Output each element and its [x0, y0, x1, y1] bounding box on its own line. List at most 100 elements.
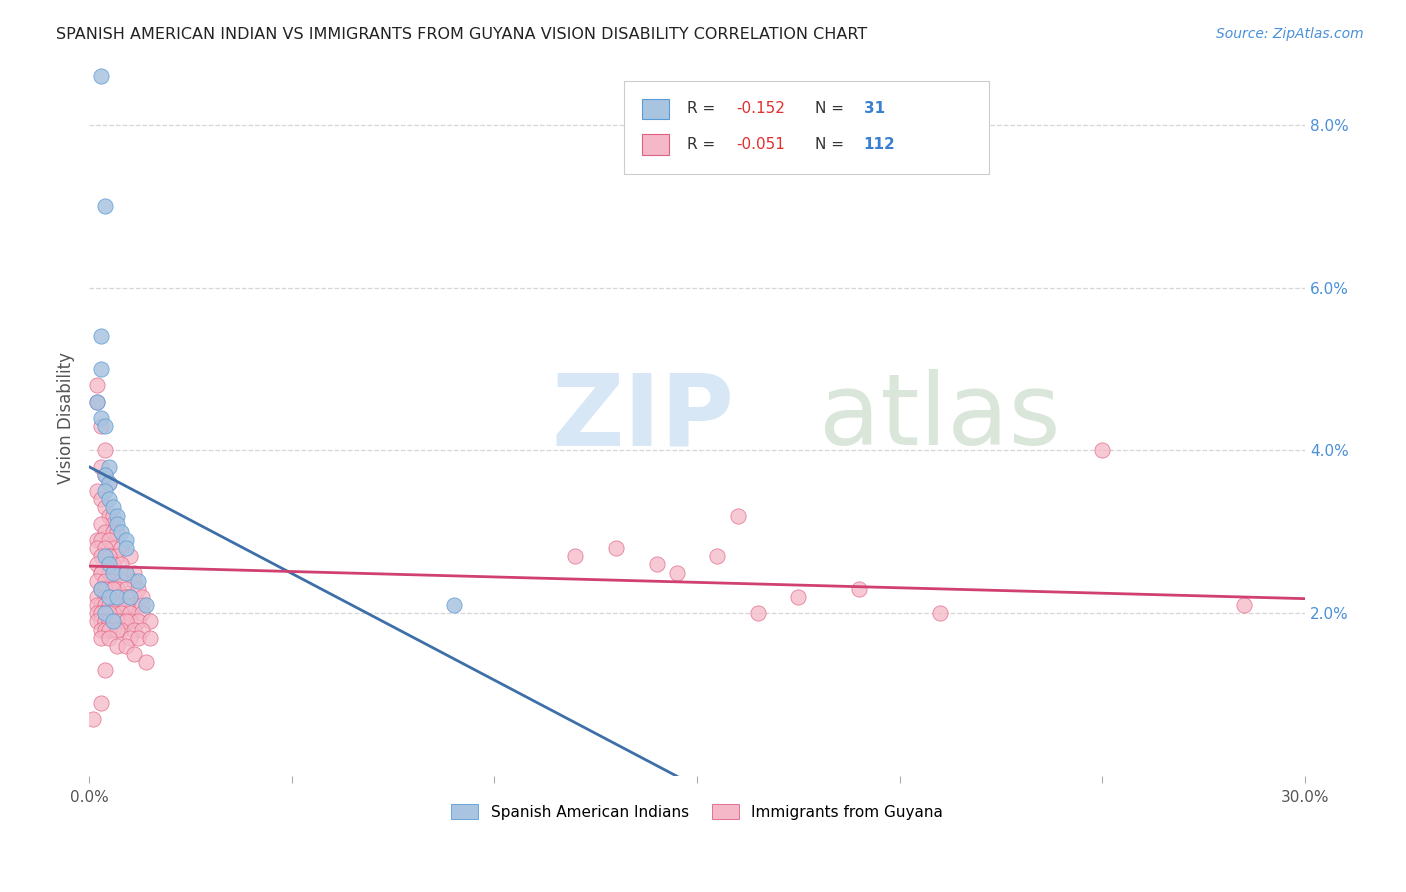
Point: [98, 582, 121, 596]
Point: [94, 607, 117, 621]
Point: [86, 378, 108, 392]
Point: [110, 607, 132, 621]
Point: [107, 639, 129, 653]
Point: [90, 549, 112, 564]
Point: [90, 566, 112, 580]
Point: [94, 199, 117, 213]
Point: [90, 492, 112, 507]
Text: -0.152: -0.152: [735, 101, 785, 116]
Point: [94, 443, 117, 458]
Point: [103, 500, 125, 515]
Text: ZIP: ZIP: [551, 369, 734, 467]
Point: [90, 516, 112, 531]
Point: [103, 607, 125, 621]
Point: [107, 549, 129, 564]
Point: [90, 631, 112, 645]
Point: [103, 558, 125, 572]
Point: [787, 590, 810, 604]
Text: Source: ZipAtlas.com: Source: ZipAtlas.com: [1216, 27, 1364, 41]
Point: [98, 549, 121, 564]
Point: [98, 492, 121, 507]
Point: [107, 598, 129, 612]
Point: [131, 598, 153, 612]
Point: [107, 508, 129, 523]
Point: [645, 558, 668, 572]
Point: [86, 615, 108, 629]
Point: [110, 541, 132, 556]
Point: [86, 533, 108, 547]
Point: [107, 516, 129, 531]
Point: [110, 524, 132, 539]
Point: [90, 598, 112, 612]
Point: [94, 663, 117, 677]
Point: [727, 508, 749, 523]
Point: [94, 615, 117, 629]
Point: [1233, 598, 1256, 612]
Point: [107, 524, 129, 539]
Point: [98, 459, 121, 474]
Point: [98, 623, 121, 637]
Point: [90, 69, 112, 83]
Point: [135, 655, 157, 669]
Point: [135, 598, 157, 612]
Point: [90, 362, 112, 376]
Point: [86, 607, 108, 621]
Point: [94, 419, 117, 434]
Text: N =: N =: [815, 136, 849, 152]
Point: [90, 329, 112, 343]
Point: [86, 598, 108, 612]
Point: [98, 533, 121, 547]
Point: [103, 541, 125, 556]
Point: [86, 574, 108, 588]
Point: [114, 590, 136, 604]
Point: [706, 549, 728, 564]
Point: [98, 558, 121, 572]
Point: [98, 574, 121, 588]
Point: [103, 508, 125, 523]
Point: [127, 574, 149, 588]
Point: [103, 524, 125, 539]
Point: [131, 590, 153, 604]
Point: [94, 549, 117, 564]
Point: [122, 574, 145, 588]
Point: [122, 598, 145, 612]
Point: [107, 615, 129, 629]
Y-axis label: Vision Disability: Vision Disability: [58, 351, 75, 483]
Point: [665, 566, 688, 580]
Point: [98, 476, 121, 491]
Point: [98, 549, 121, 564]
Point: [131, 623, 153, 637]
Point: [747, 607, 769, 621]
Point: [103, 574, 125, 588]
Text: N =: N =: [815, 101, 849, 116]
Point: [94, 582, 117, 596]
Point: [114, 615, 136, 629]
Point: [114, 590, 136, 604]
Point: [94, 615, 117, 629]
Point: [94, 484, 117, 499]
Point: [110, 623, 132, 637]
Point: [118, 631, 141, 645]
Point: [90, 696, 112, 710]
Point: [127, 615, 149, 629]
Point: [86, 541, 108, 556]
Point: [122, 566, 145, 580]
Point: [114, 566, 136, 580]
Point: [94, 590, 117, 604]
Text: atlas: atlas: [818, 369, 1060, 467]
Point: [94, 623, 117, 637]
Point: [564, 549, 586, 564]
Point: [118, 590, 141, 604]
Point: [90, 582, 112, 596]
Point: [90, 623, 112, 637]
Point: [98, 623, 121, 637]
Point: [118, 615, 141, 629]
Point: [107, 590, 129, 604]
Point: [94, 541, 117, 556]
Point: [118, 549, 141, 564]
Point: [98, 631, 121, 645]
Point: [98, 607, 121, 621]
Point: [86, 484, 108, 499]
Point: [107, 590, 129, 604]
Point: [94, 467, 117, 482]
